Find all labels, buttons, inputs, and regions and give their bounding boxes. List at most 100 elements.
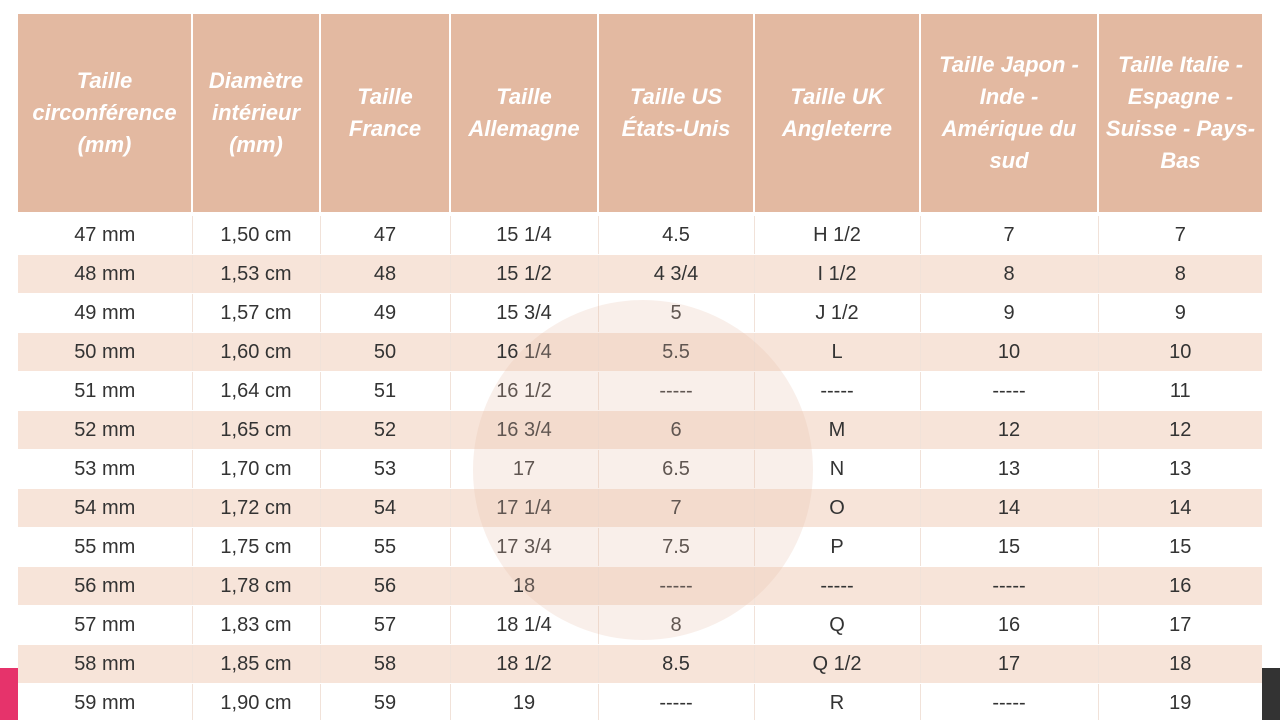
table-cell: 12 — [920, 410, 1099, 450]
table-row: 51 mm 1,64 cm 51 16 1/2 ----- ----- ----- 11 — [18, 371, 1262, 411]
column-header: Taille Japon - Inde - Amérique du sud — [920, 14, 1099, 216]
table-cell: 17 — [920, 644, 1099, 684]
table-cell: 1,75 cm — [192, 527, 321, 567]
table-cell: ----- — [598, 683, 755, 720]
column-header: Taille US États-Unis — [598, 14, 755, 216]
table-cell: 18 1/2 — [450, 644, 599, 684]
table-cell: 10 — [1098, 332, 1262, 372]
table-cell: 53 mm — [18, 449, 193, 489]
table-cell: 15 1/4 — [450, 214, 599, 255]
table-cell: 57 — [320, 605, 451, 645]
table-cell: 1,85 cm — [192, 644, 321, 684]
table-cell: 17 — [1098, 605, 1262, 645]
table-cell: 18 — [450, 566, 599, 606]
table-cell: 10 — [920, 332, 1099, 372]
table-cell: 15 3/4 — [450, 293, 599, 333]
column-header: Taille UK Angleterre — [754, 14, 921, 216]
column-header: Diamètre intérieur (mm) — [192, 14, 321, 216]
table-cell: 16 — [1098, 566, 1262, 606]
table-row: 52 mm 1,65 cm 52 16 3/4 6 M 12 12 — [18, 410, 1262, 450]
table-cell: 55 — [320, 527, 451, 567]
table-cell: 5.5 — [598, 332, 755, 372]
table-body: 47 mm 1,50 cm 47 15 1/4 4.5 H 1/2 7 7 48 mm 1,53 … — [18, 214, 1262, 720]
table-cell: L — [754, 332, 921, 372]
table-cell: 1,64 cm — [192, 371, 321, 411]
table-cell: ----- — [598, 566, 755, 606]
table-cell: 4.5 — [598, 214, 755, 255]
table-row: 49 mm 1,57 cm 49 15 3/4 5 J 1/2 9 9 — [18, 293, 1262, 333]
table-row: 53 mm 1,70 cm 53 17 6.5 N 13 13 — [18, 449, 1262, 489]
table-cell: 53 — [320, 449, 451, 489]
table-cell: 15 — [920, 527, 1099, 567]
table-row: 47 mm 1,50 cm 47 15 1/4 4.5 H 1/2 7 7 — [18, 214, 1262, 255]
table-cell: 9 — [920, 293, 1099, 333]
column-header: Taille Allemagne — [450, 14, 599, 216]
table-cell: 7 — [920, 214, 1099, 255]
table-cell: 5 — [598, 293, 755, 333]
table-cell: 48 mm — [18, 254, 193, 294]
table-cell: 57 mm — [18, 605, 193, 645]
table-row: 57 mm 1,83 cm 57 18 1/4 8 Q 16 17 — [18, 605, 1262, 645]
table-cell: ----- — [920, 566, 1099, 606]
column-header: Taille France — [320, 14, 451, 216]
table-cell: 52 — [320, 410, 451, 450]
table-cell: 19 — [450, 683, 599, 720]
table-cell: 47 — [320, 214, 451, 255]
table-cell: ----- — [754, 566, 921, 606]
table-cell: 1,70 cm — [192, 449, 321, 489]
table-cell: 18 — [1098, 644, 1262, 684]
table-cell: 47 mm — [18, 214, 193, 255]
table-row: 59 mm 1,90 cm 59 19 ----- R ----- 19 — [18, 683, 1262, 720]
table-cell: 58 — [320, 644, 451, 684]
table-row: 56 mm 1,78 cm 56 18 ----- ----- ----- 16 — [18, 566, 1262, 606]
table-row: 55 mm 1,75 cm 55 17 3/4 7.5 P 15 15 — [18, 527, 1262, 567]
side-accent — [0, 668, 18, 720]
table-cell: 13 — [1098, 449, 1262, 489]
table-cell: J 1/2 — [754, 293, 921, 333]
header-row: Taille circonférence (mm) Diamètre intéri… — [18, 14, 1262, 216]
table-cell: 1,78 cm — [192, 566, 321, 606]
table-cell: 50 mm — [18, 332, 193, 372]
table-cell: 1,53 cm — [192, 254, 321, 294]
table-row: 54 mm 1,72 cm 54 17 1/4 7 O 14 14 — [18, 488, 1262, 528]
table-cell: ----- — [598, 371, 755, 411]
table-cell: 16 3/4 — [450, 410, 599, 450]
table-cell: 1,57 cm — [192, 293, 321, 333]
table-cell: 52 mm — [18, 410, 193, 450]
column-header: Taille circonférence (mm) — [18, 14, 193, 216]
table-cell: 17 1/4 — [450, 488, 599, 528]
table-cell: 16 1/4 — [450, 332, 599, 372]
table-cell: P — [754, 527, 921, 567]
table-cell: 14 — [1098, 488, 1262, 528]
table-cell: 54 mm — [18, 488, 193, 528]
table-cell: 59 — [320, 683, 451, 720]
table-cell: 7.5 — [598, 527, 755, 567]
table-cell: 7 — [598, 488, 755, 528]
table-cell: 15 — [1098, 527, 1262, 567]
table-cell: 8.5 — [598, 644, 755, 684]
table-cell: 1,65 cm — [192, 410, 321, 450]
table-cell: 11 — [1098, 371, 1262, 411]
table-cell: 50 — [320, 332, 451, 372]
table-row: 48 mm 1,53 cm 48 15 1/2 4 3/4 I 1/2 8 8 — [18, 254, 1262, 294]
table-cell: 1,90 cm — [192, 683, 321, 720]
table-cell: 51 — [320, 371, 451, 411]
table-cell: 49 mm — [18, 293, 193, 333]
table-cell: 15 1/2 — [450, 254, 599, 294]
table-cell: 16 — [920, 605, 1099, 645]
table-cell: 48 — [320, 254, 451, 294]
table-cell: 1,60 cm — [192, 332, 321, 372]
table-cell: R — [754, 683, 921, 720]
table-cell: 18 1/4 — [450, 605, 599, 645]
table-cell: 6.5 — [598, 449, 755, 489]
table-cell: 56 — [320, 566, 451, 606]
size-table: Taille circonférence (mm) Diamètre intéri… — [18, 14, 1262, 720]
table-cell: 19 — [1098, 683, 1262, 720]
table-row: 58 mm 1,85 cm 58 18 1/2 8.5 Q 1/2 17 18 — [18, 644, 1262, 684]
table-cell: 58 mm — [18, 644, 193, 684]
table-cell: 8 — [920, 254, 1099, 294]
table-row: 50 mm 1,60 cm 50 16 1/4 5.5 L 10 10 — [18, 332, 1262, 372]
table-cell: 8 — [598, 605, 755, 645]
table-cell: 17 — [450, 449, 599, 489]
